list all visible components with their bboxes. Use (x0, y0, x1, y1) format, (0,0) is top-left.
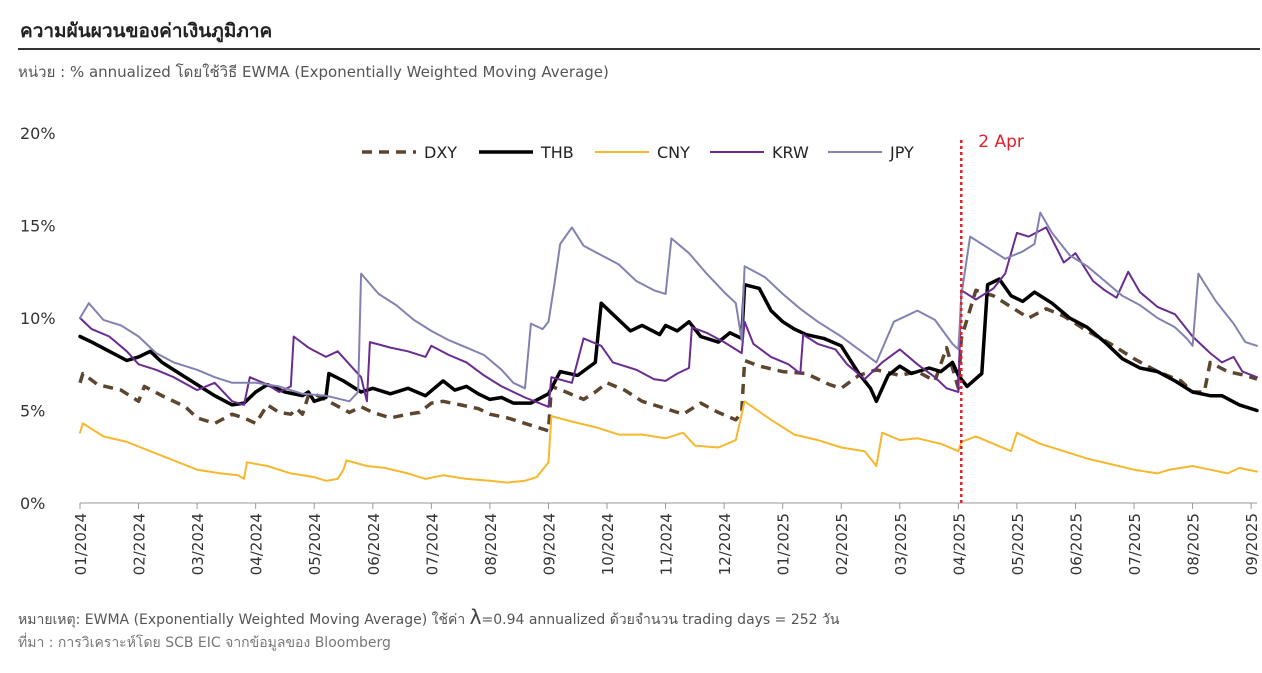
x-tick-label: 01/2024 (72, 513, 90, 575)
x-tick-label: 07/2025 (1126, 513, 1144, 575)
y-tick-label: 10% (20, 309, 56, 328)
legend-label-dxy: DXY (424, 143, 457, 162)
y-tick-label: 0% (20, 494, 45, 513)
x-tick-label: 04/2025 (950, 513, 968, 575)
chart-subtitle: หน่วย : % annualized โดยใช้วิธี EWMA (Ex… (18, 63, 609, 81)
footnote-prefix: หมายเหตุ: EWMA (Exponentially Weighted M… (18, 612, 470, 628)
y-tick-label: 20% (20, 124, 56, 143)
source-note: ที่มา : การวิเคราะห์โดย SCB EIC จากข้อมู… (18, 635, 391, 651)
x-tick-label: 03/2024 (189, 513, 207, 575)
x-tick-label: 04/2024 (248, 513, 266, 575)
lambda-symbol: λ (469, 605, 482, 629)
x-tick-label: 12/2024 (716, 513, 734, 575)
footnote-suffix: =0.94 annualized ด้วยจำนวน trading days … (481, 612, 840, 628)
annotation-label: 2 Apr (978, 132, 1024, 152)
x-tick-label: 10/2024 (599, 513, 617, 575)
legend-label-krw: KRW (772, 143, 809, 162)
y-tick-label: 5% (20, 402, 45, 421)
x-tick-label: 02/2024 (131, 513, 149, 575)
footnote: หมายเหตุ: EWMA (Exponentially Weighted M… (18, 605, 839, 631)
x-tick-label: 08/2024 (482, 513, 500, 575)
legend-label-cny: CNY (657, 143, 690, 162)
x-tick-label: 01/2025 (775, 513, 793, 575)
series-line-krw (79, 226, 1258, 408)
x-tick-label: 05/2024 (306, 513, 324, 575)
title-divider (18, 48, 1260, 50)
legend-label-jpy: JPY (889, 143, 914, 162)
x-tick-label: 08/2025 (1185, 513, 1203, 575)
legend-label-thb: THB (540, 143, 574, 162)
series-line-cny (79, 400, 1258, 484)
x-tick-label: 02/2025 (833, 513, 851, 575)
x-tick-label: 07/2024 (423, 513, 441, 575)
x-tick-label: 09/2025 (1243, 513, 1261, 575)
x-tick-label: 06/2024 (365, 513, 383, 575)
x-tick-label: 06/2025 (1067, 513, 1085, 575)
x-tick-label: 03/2025 (892, 513, 910, 575)
series-line-dxy (78, 288, 1258, 433)
series-line-thb (78, 277, 1259, 413)
chart-title: ความผันผวนของค่าเงินภูมิภาค (20, 20, 273, 42)
series-line-jpy (79, 211, 1258, 403)
x-tick-label: 09/2024 (540, 513, 558, 575)
x-tick-label: 11/2024 (658, 513, 676, 575)
x-tick-label: 05/2025 (1009, 513, 1027, 575)
y-tick-label: 15% (20, 217, 56, 236)
